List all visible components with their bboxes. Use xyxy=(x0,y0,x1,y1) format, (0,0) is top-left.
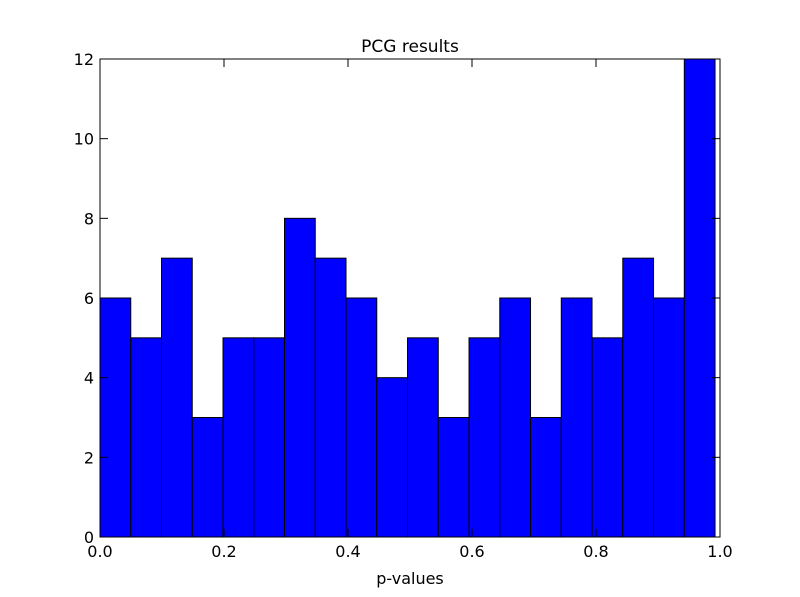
bar xyxy=(161,257,193,538)
bar xyxy=(130,337,163,538)
x-tick-label: 0.8 xyxy=(583,542,608,561)
bar xyxy=(407,337,439,538)
x-tick-label: 0.4 xyxy=(335,542,360,561)
y-tick-label: 8 xyxy=(84,209,94,228)
chart-title: PCG results xyxy=(361,37,459,57)
x-axis-label: p-values xyxy=(376,569,444,588)
y-tick-label: 10 xyxy=(74,130,94,149)
y-tick-label: 2 xyxy=(84,448,94,467)
bar xyxy=(99,297,132,538)
bar xyxy=(345,297,378,538)
bar xyxy=(253,337,286,538)
bar xyxy=(468,337,501,538)
bar xyxy=(622,257,655,538)
y-tick-label: 6 xyxy=(84,289,94,308)
bar xyxy=(284,217,316,538)
x-tick-label: 0.6 xyxy=(459,542,484,561)
bar xyxy=(314,257,347,538)
y-tick-label: 12 xyxy=(74,50,94,69)
bar xyxy=(560,297,593,538)
bar xyxy=(499,297,532,538)
y-tick-label: 0 xyxy=(84,528,94,547)
bar xyxy=(530,417,562,538)
bar xyxy=(376,377,409,538)
bar xyxy=(437,417,470,538)
bar xyxy=(653,297,685,538)
x-tick-label: 0.0 xyxy=(87,542,112,561)
bar xyxy=(683,58,716,538)
x-tick-label: 1.0 xyxy=(707,542,732,561)
bar xyxy=(591,337,624,538)
bar xyxy=(222,337,255,538)
y-tick-label: 4 xyxy=(84,369,94,388)
x-tick-label: 0.2 xyxy=(211,542,236,561)
bar xyxy=(191,417,224,538)
